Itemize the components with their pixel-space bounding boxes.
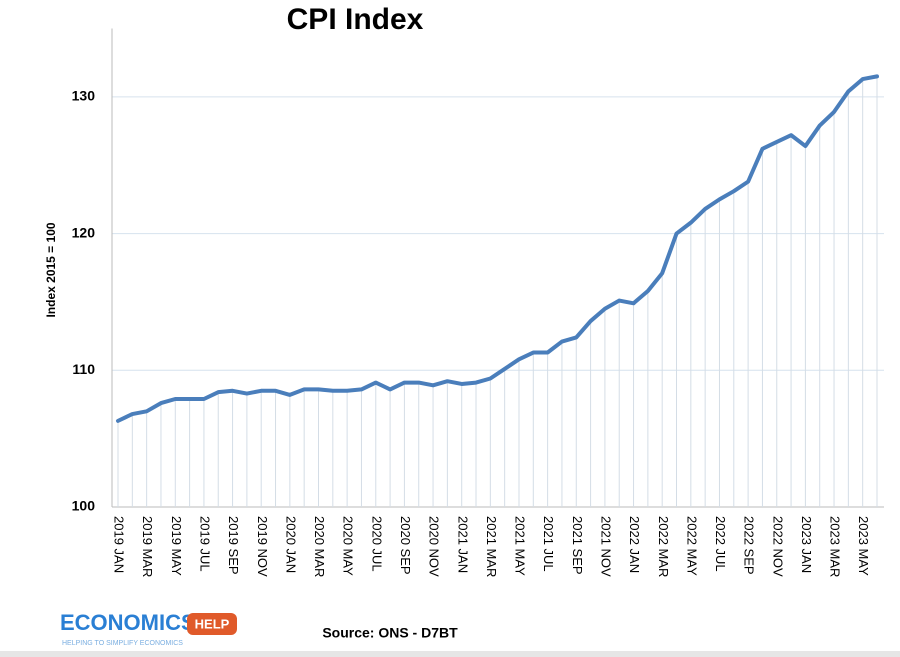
x-tick-label: 2022 NOV bbox=[770, 516, 785, 577]
x-tick-label: 2019 JUL bbox=[197, 516, 212, 572]
x-tick-label: 2019 NOV bbox=[255, 516, 270, 577]
x-tick-label: 2021 SEP bbox=[570, 516, 585, 575]
x-tick-label: 2021 JUL bbox=[541, 516, 556, 572]
x-tick-label: 2020 JAN bbox=[283, 516, 298, 573]
logo-name: ECONOMICS bbox=[60, 610, 196, 635]
x-tick-label: 2019 MAR bbox=[140, 516, 155, 577]
logo-badge: HELP bbox=[195, 616, 230, 631]
x-tick-label: 2021 NOV bbox=[598, 516, 613, 577]
x-tick-label: 2022 SEP bbox=[742, 516, 757, 575]
x-tick-label: 2023 MAR bbox=[828, 516, 843, 577]
x-tick-label: 2021 MAR bbox=[484, 516, 499, 577]
x-tick-label: 2020 JUL bbox=[369, 516, 384, 572]
line-series bbox=[116, 74, 879, 423]
x-tick-label: 2022 MAR bbox=[656, 516, 671, 577]
x-tick-label: 2020 MAR bbox=[312, 516, 327, 577]
y-tick-label: 110 bbox=[72, 361, 95, 377]
source-note: Source: ONS - D7BT bbox=[322, 625, 458, 641]
x-tick-label: 2021 JAN bbox=[455, 516, 470, 573]
logo-tagline: HELPING TO SIMPLIFY ECONOMICS bbox=[62, 640, 183, 647]
x-tick-label: 2022 MAY bbox=[684, 516, 699, 576]
y-tick-label: 130 bbox=[72, 88, 96, 104]
x-tick-label: 2020 MAY bbox=[341, 516, 356, 576]
bottom-bar bbox=[0, 651, 900, 657]
x-tick-label: 2023 JAN bbox=[799, 516, 814, 573]
x-tick-label: 2022 JAN bbox=[627, 516, 642, 573]
x-tick-label: 2019 SEP bbox=[226, 516, 241, 575]
x-tick-label: 2021 MAY bbox=[513, 516, 528, 576]
logo-badge-bg bbox=[187, 613, 237, 635]
x-tick-label: 2023 MAY bbox=[856, 516, 871, 576]
y-axis-label: Index 2015 = 100 bbox=[44, 222, 58, 317]
x-tick-label: 2022 JUL bbox=[713, 516, 728, 572]
y-tick-label: 100 bbox=[72, 498, 96, 514]
x-tick-label: 2020 NOV bbox=[427, 516, 442, 577]
chart-title: CPI Index bbox=[287, 3, 424, 36]
x-tick-label: 2019 MAY bbox=[169, 516, 184, 576]
x-tick-label: 2020 SEP bbox=[398, 516, 413, 575]
y-tick-label: 120 bbox=[72, 224, 96, 240]
x-tick-label: 2019 JAN bbox=[112, 516, 127, 573]
